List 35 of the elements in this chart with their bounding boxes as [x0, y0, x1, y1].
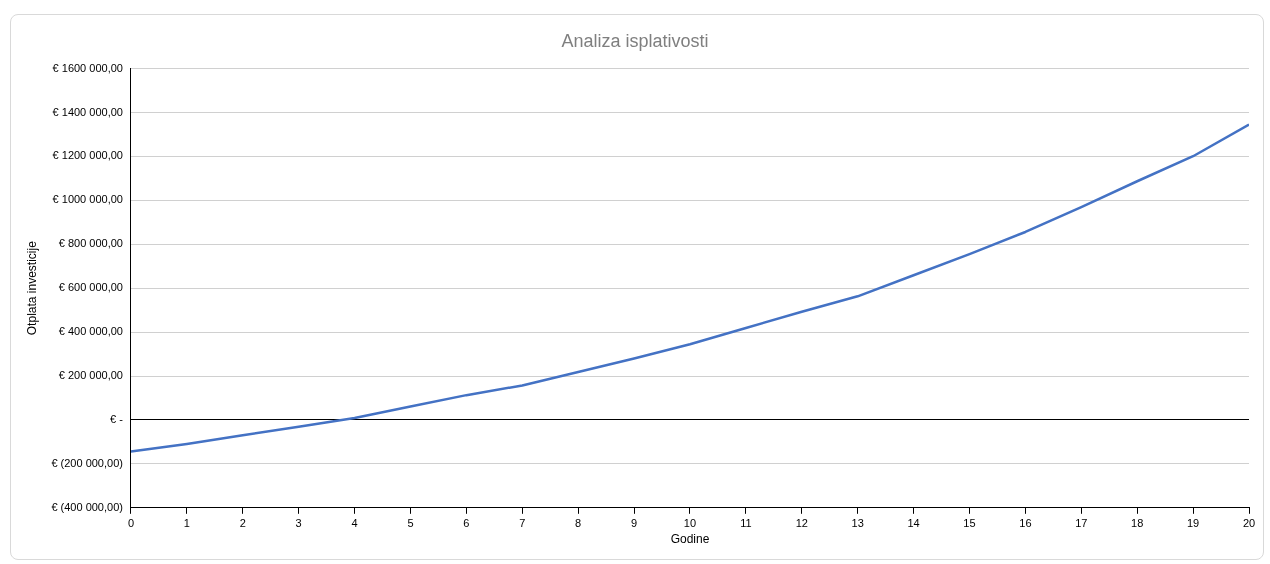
x-axis-title: Godine	[670, 532, 710, 547]
x-tick-label: 13	[851, 517, 864, 530]
y-tick-label: € -	[110, 412, 124, 425]
x-tick-label: 5	[407, 517, 414, 530]
x-tick-label: 12	[795, 517, 808, 530]
y-tick-label: € 1600 000,00	[52, 61, 123, 74]
y-tick-label: € 400 000,00	[58, 325, 123, 338]
x-tick-label: 3	[295, 517, 302, 530]
x-tick-label: 17	[1075, 517, 1088, 530]
x-tick-label: 15	[963, 517, 976, 530]
x-tick-label: 9	[631, 517, 638, 530]
x-tick-label: 4	[351, 517, 358, 530]
y-tick-label: € 600 000,00	[58, 281, 123, 294]
x-tick-label: 16	[1019, 517, 1032, 530]
y-tick-label: € 1000 000,00	[52, 193, 123, 206]
x-tick-label: 0	[127, 517, 135, 530]
x-tick-label: 6	[463, 517, 470, 530]
y-axis-title: Otplata investicije	[24, 240, 39, 336]
x-tick-label: 11	[740, 517, 752, 530]
chart-title: Analiza isplativosti	[561, 30, 709, 51]
x-tick-label: 14	[907, 517, 920, 530]
x-tick-label: 1	[183, 517, 190, 530]
x-tick-label: 20	[1242, 517, 1256, 530]
y-tick-label: € 1400 000,00	[52, 105, 123, 118]
x-tick-label: 7	[519, 517, 526, 530]
x-tick-label: 2	[239, 517, 246, 530]
y-tick-label: € 200 000,00	[58, 369, 123, 382]
y-tick-label: € (400 000,00)	[51, 500, 123, 513]
y-tick-label: € (200 000,00)	[51, 456, 123, 469]
y-tick-label: € 800 000,00	[58, 237, 123, 250]
x-tick-label: 18	[1131, 517, 1144, 530]
y-tick-label: € 1200 000,00	[52, 149, 123, 162]
x-tick-label: 19	[1186, 517, 1200, 530]
x-tick-label: 8	[575, 517, 582, 530]
x-tick-label: 10	[683, 517, 697, 530]
